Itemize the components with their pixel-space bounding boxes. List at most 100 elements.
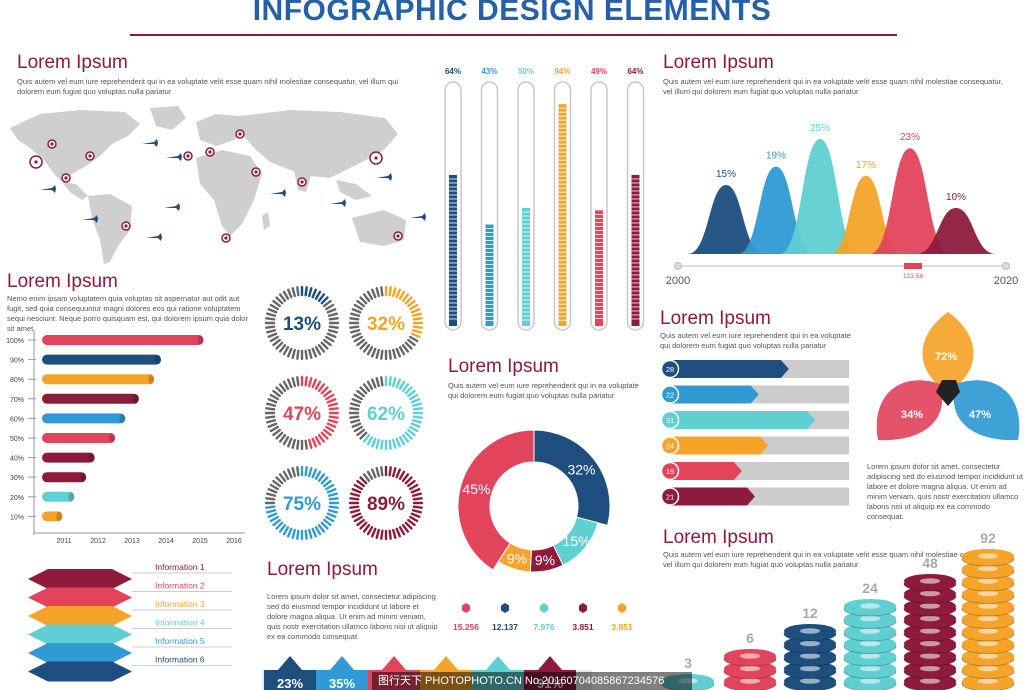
ring-tick (296, 286, 300, 297)
layer-label: Information 3 (155, 599, 205, 609)
x-tick-label: 2015 (192, 538, 208, 545)
donut-slice-label: 9% (535, 552, 555, 568)
ring-tick (398, 526, 406, 536)
coin-hole (860, 603, 880, 609)
ring-tick (269, 483, 279, 491)
layer-shape (28, 661, 132, 682)
greenland (150, 106, 186, 130)
ring-tick (308, 528, 313, 539)
ring-tick (351, 308, 362, 314)
ring-tick (410, 488, 421, 494)
ring-tick (353, 483, 363, 491)
location-pin-icon (369, 151, 383, 165)
pin-dot (34, 160, 38, 164)
coin-hole (978, 590, 998, 597)
ring-tick (380, 466, 384, 477)
ring-tick (325, 515, 335, 523)
ring-tick (275, 521, 284, 530)
ring-tick (275, 296, 284, 305)
ring-tick (392, 377, 397, 388)
ring-tick (407, 299, 416, 308)
ring-tick (323, 299, 332, 308)
ring-tick (398, 470, 406, 480)
ring-tick (287, 437, 293, 448)
map-description: Quis autem vel eum iure reprehenderit qu… (17, 77, 399, 96)
coin-hole (800, 678, 820, 684)
plane-icon (164, 203, 180, 211)
ring-tick (398, 380, 406, 390)
ring-tick (412, 505, 423, 509)
ring-tick (380, 529, 384, 540)
legend-marker (540, 603, 548, 613)
ring-tick (411, 419, 422, 424)
plane-icon (376, 173, 392, 181)
ring-tick (380, 439, 384, 450)
ring-tick (392, 528, 397, 539)
ring-tick (320, 341, 329, 350)
ring-tick (314, 346, 322, 356)
arrow-bar-value: 21 (666, 493, 674, 502)
ring-tick (328, 497, 339, 501)
bar-chart-heading: Lorem Ipsum (7, 271, 118, 292)
ring-tick (304, 349, 308, 360)
tab-label: 23% (277, 676, 303, 690)
ring-tick (401, 344, 410, 353)
legend-value: 3.851 (611, 622, 633, 632)
coin-hole (860, 653, 880, 659)
continents (10, 106, 406, 264)
ring-tick (296, 439, 300, 450)
ring-tick (327, 312, 338, 317)
ring-tick (308, 377, 313, 388)
map-pins (29, 129, 403, 243)
ring-tick (328, 407, 339, 411)
ring-tick (356, 479, 365, 488)
central-america (62, 182, 88, 200)
tab-shape (264, 656, 316, 690)
ring-tick (328, 317, 339, 321)
ring-tick (265, 415, 276, 419)
coin-stack-label: 92 (980, 530, 996, 546)
ring-tick (304, 286, 308, 297)
coin-hole (978, 640, 998, 647)
arrow-bar (670, 360, 789, 378)
ring-tick (371, 347, 377, 358)
text-block-heading: Lorem Ipsum (267, 559, 378, 580)
ring-tick (375, 528, 380, 539)
bar-cap (155, 354, 161, 365)
ring-tick (407, 479, 416, 488)
ring-tick (371, 437, 377, 448)
venn-center (936, 380, 960, 406)
arrow-bar-badge (660, 359, 680, 379)
ring-tick (404, 431, 413, 440)
madagascar (262, 212, 270, 230)
coin-stack-label: 24 (862, 580, 878, 596)
y-tick-label: 40% (10, 456, 24, 463)
ring-tick (401, 473, 410, 482)
pin-dot (224, 236, 228, 240)
ring-tick (267, 422, 278, 428)
ring-tick (349, 505, 360, 509)
arrow-bar-badge (660, 436, 680, 455)
ring-tick (351, 488, 362, 494)
layer-shape (28, 624, 132, 645)
coin-stack: 92 (961, 530, 1015, 690)
ring-tick (349, 325, 360, 329)
ring-tick (362, 524, 371, 533)
ring-tick (266, 312, 277, 317)
coin-stack: 24 (843, 580, 897, 690)
coin-description: Quis autem vel eum iure reprehenderit qu… (663, 550, 1003, 569)
venn-description: Lorem ipsum dolor sit amet, consectetur … (867, 462, 1023, 521)
ring-tick (388, 349, 392, 360)
ring-tick (326, 512, 337, 518)
ring-tick (362, 383, 371, 392)
bar-cap (80, 472, 87, 483)
plane-icon (82, 215, 98, 223)
arrow-bar-badge (660, 410, 680, 430)
ring-tick (388, 286, 392, 297)
ring-tick (272, 518, 281, 527)
ring-tick (356, 518, 365, 527)
ring-tick (278, 383, 287, 392)
ring-tick (353, 393, 363, 401)
venn-label: 47% (969, 409, 991, 421)
ring-tick (388, 529, 392, 540)
